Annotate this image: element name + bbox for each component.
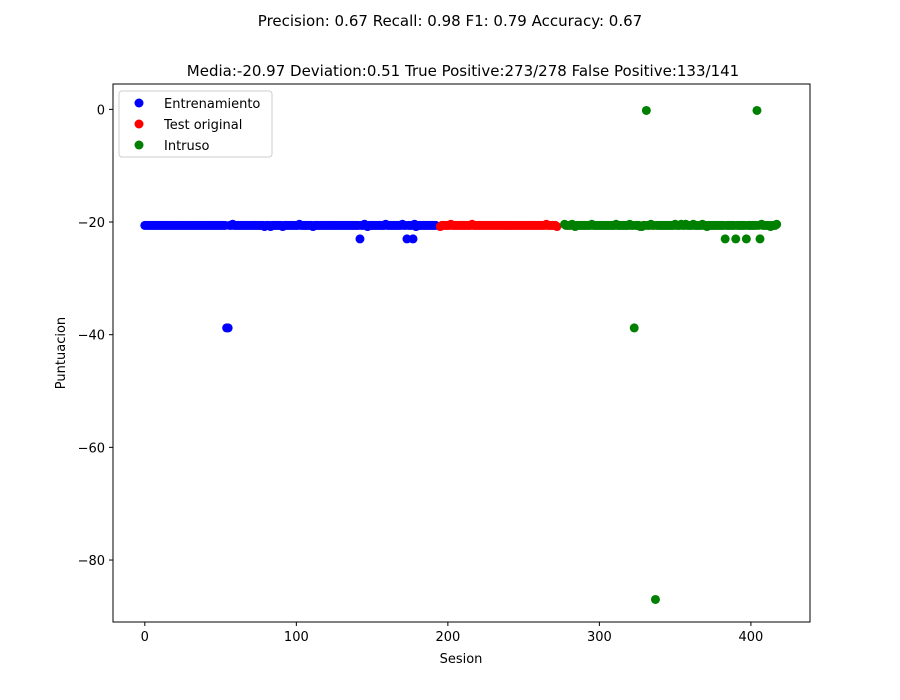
x-tick-label: 100	[284, 630, 309, 645]
legend-label: Intruso	[164, 139, 210, 154]
point-3-383	[720, 234, 730, 244]
legend: Entrenamiento Test original Intruso	[118, 90, 273, 158]
legend-marker	[134, 98, 144, 108]
x-tick-label: 200	[435, 630, 460, 645]
legend-marker	[134, 140, 144, 150]
chart-suptitle: Precision: 0.67 Recall: 0.98 F1: 0.79 Ac…	[258, 12, 642, 30]
y-tick-label: −40	[78, 329, 105, 344]
y-tick-label: −20	[78, 216, 105, 231]
point-3-404	[752, 105, 762, 115]
point-1-177	[408, 234, 418, 244]
point-3-417	[772, 219, 782, 229]
x-tick-label: 300	[587, 630, 612, 645]
legend-label: Entrenamiento	[164, 97, 260, 112]
point-2-272	[552, 222, 562, 232]
scatter-points	[140, 105, 782, 604]
chart-title: Media:-20.97 Deviation:0.51 True Positiv…	[187, 62, 739, 80]
legend-box	[118, 90, 273, 158]
point-3-390	[731, 234, 741, 244]
point-3-323	[629, 323, 639, 333]
point-1-142	[355, 234, 365, 244]
y-tick-label: −60	[78, 441, 105, 456]
legend-marker	[134, 119, 144, 129]
point-1-55	[223, 323, 233, 333]
y-tick-label: 0	[97, 103, 105, 118]
y-axis-ticks: 0 −20 −40 −60 −80	[78, 103, 113, 569]
plot-frame	[112, 83, 811, 623]
point-3-337	[650, 594, 660, 604]
x-tick-label: 400	[738, 630, 763, 645]
legend-label: Test original	[163, 118, 242, 133]
x-axis-label: Sesion	[440, 652, 483, 667]
x-tick-label: 0	[141, 630, 149, 645]
x-axis-ticks: 0 100 200 300 400	[141, 622, 763, 645]
point-3-331	[641, 105, 651, 115]
point-3-397	[741, 234, 751, 244]
point-3-406	[755, 234, 765, 244]
y-tick-label: −80	[78, 554, 105, 569]
y-axis-label: Puntuacion	[54, 317, 69, 389]
